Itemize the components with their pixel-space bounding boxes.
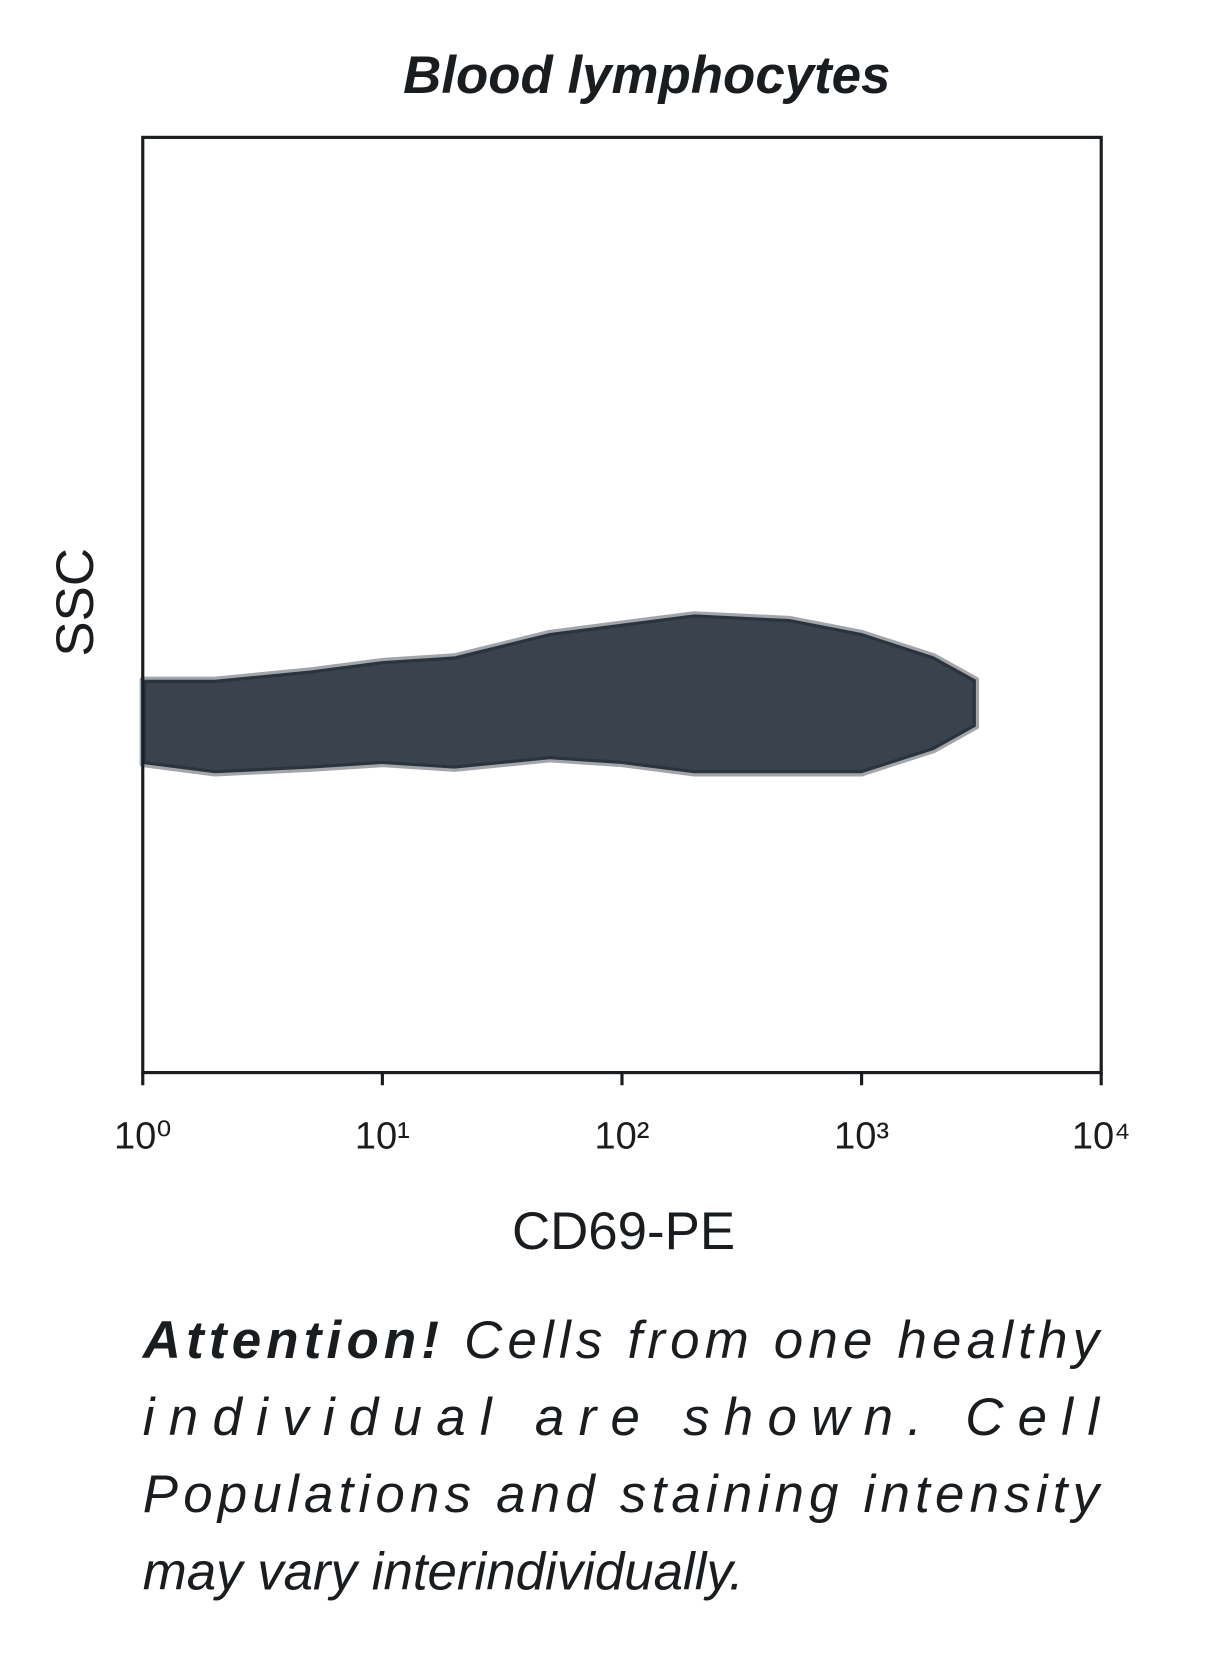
x-tick-label: 10⁴ — [1072, 1116, 1131, 1158]
note-line: individual are shown. Cell — [143, 1388, 1101, 1447]
note-text: may vary interindividually. — [143, 1542, 744, 1601]
note-line: may vary interindividually. — [143, 1542, 744, 1601]
x-tick-label: 10³ — [834, 1116, 889, 1158]
plot-frame — [141, 135, 1103, 1075]
x-tick-label: 10² — [594, 1116, 649, 1158]
y-axis-label: SSC — [46, 548, 105, 657]
note-line: Populations and staining intensity — [143, 1465, 1103, 1524]
x-axis-label: CD69-PE — [512, 1202, 735, 1261]
note-text: Cells from one healthy — [464, 1311, 1103, 1370]
note-lead: Attention! — [141, 1311, 439, 1370]
x-tick-label: 10¹ — [355, 1116, 410, 1158]
note: Attention! Cells from one healthy individ… — [141, 1311, 1103, 1601]
note-line: Attention! Cells from one healthy — [141, 1311, 1103, 1370]
x-tick-label: 10⁰ — [114, 1116, 172, 1158]
note-text: Populations and staining intensity — [143, 1465, 1103, 1524]
chart-title: Blood lymphocytes — [403, 46, 890, 105]
note-text: individual are shown. Cell — [143, 1388, 1101, 1447]
event-cloud — [139, 611, 980, 777]
